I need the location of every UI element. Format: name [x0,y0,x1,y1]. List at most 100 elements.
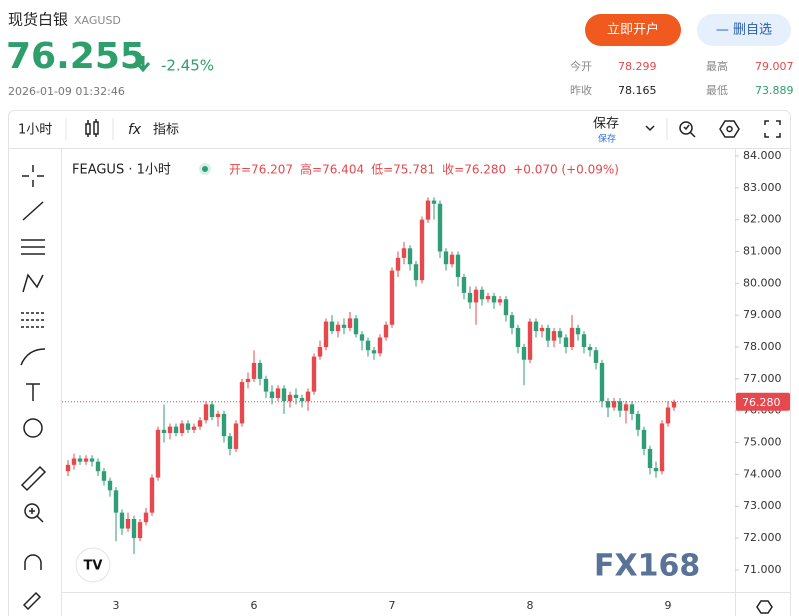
text-tool[interactable] [26,383,40,401]
lock-tool[interactable] [22,591,42,611]
candle-body [71,458,77,465]
candle-body [545,327,551,341]
candle-body [653,468,659,472]
line-tool[interactable] [22,201,44,221]
legend-field: 高=76.404 [300,162,364,177]
indicators[interactable]: 指标 [153,123,179,138]
candle-body [599,362,605,402]
candle-body [269,391,275,398]
candle-body [221,413,227,437]
candle-body [527,321,533,360]
candle-body [143,512,149,523]
zoom-tool[interactable] [24,503,44,523]
candle-body [575,327,581,335]
candle-body [581,334,587,348]
candle-body [497,299,503,303]
candle-body [299,397,305,402]
candle-body [623,404,629,411]
candle-body [431,200,437,204]
symbol: XAGUSD [74,14,121,27]
timestamp: 2026-01-09 01:32:46 [8,85,125,98]
candle-body [419,219,425,281]
title: 现货白银 [8,11,68,29]
open-account-button[interactable] [585,14,681,46]
candle-body [617,401,623,411]
last-price-box [736,392,790,411]
candle-body [659,423,665,472]
watermark: FX168 [594,549,700,584]
candle-body [335,324,341,332]
candle-body [413,264,419,281]
candle-type-icon[interactable] [85,119,99,137]
y-tick-label: 78.000 [743,340,782,353]
candle-body [455,254,461,277]
fx-icon: fx [128,122,142,138]
candle-body [551,331,557,341]
magnet-tool[interactable] [24,554,42,570]
candle-body [101,471,107,481]
candle-body [629,404,635,414]
candle-body [395,257,401,271]
y-tick-label: 77.000 [743,372,782,385]
legend-field: +0.070 (+0.09%) [513,163,619,177]
candle-body [605,401,611,408]
alert-icon[interactable] [679,121,696,138]
candle-body [467,292,473,303]
candle-body [191,426,197,430]
candle-body [329,321,335,332]
fullscreen-icon[interactable] [764,120,781,138]
legend-field: 收=76.280 [442,163,506,177]
candle-body [473,289,479,303]
stat-label: 最高 [706,59,728,73]
x-tick-label: 6 [251,599,258,612]
y-tick-label: 74.000 [743,467,782,480]
candle-body [251,362,257,379]
candle-body [485,296,491,300]
interval[interactable]: 1小时 [18,123,52,138]
candle-body [245,378,251,383]
candle-body [239,382,245,424]
forecast-tool[interactable] [21,312,45,328]
candle-body [197,420,203,427]
pattern-tool[interactable] [22,273,44,293]
candle-body [641,429,647,449]
save-sub: 保存 [598,133,616,145]
candle-body [173,426,179,434]
stat-label: 今开 [570,59,592,73]
candle-body [521,347,527,360]
candle-body [275,388,281,398]
emoji-tool[interactable] [23,418,43,438]
tv-logo-text: TV [84,559,103,574]
candle-body [347,318,353,328]
candle-body [407,248,413,265]
candle-body [593,350,599,363]
y-tick-label: 80.000 [743,276,782,289]
candle-body [449,254,455,265]
candle-body [515,327,521,348]
save[interactable]: 保存 [593,117,619,132]
axis-settings[interactable] [756,600,773,614]
candle-body [503,299,509,316]
candle-body [383,324,389,338]
candle-body [563,337,569,348]
candle-body [155,429,161,478]
candle-body [161,429,167,434]
candle-body [89,458,95,462]
y-tick-label: 82.000 [743,213,782,226]
candle-body [209,404,215,418]
ruler-tool[interactable] [20,465,47,492]
tv-logo[interactable] [75,547,111,583]
candle-body [125,518,131,529]
fib-tool[interactable] [21,239,45,255]
price: 76.255 [6,36,145,77]
candle-body [341,324,347,328]
cross-tool[interactable] [22,165,44,187]
settings-icon[interactable] [719,120,740,138]
remove-watch-button[interactable] [697,14,791,46]
candle-body [557,331,563,338]
brush-tool[interactable] [20,348,46,366]
chevron[interactable] [645,125,655,132]
candle-body [179,423,185,434]
y-tick-label: 71.000 [743,563,782,576]
